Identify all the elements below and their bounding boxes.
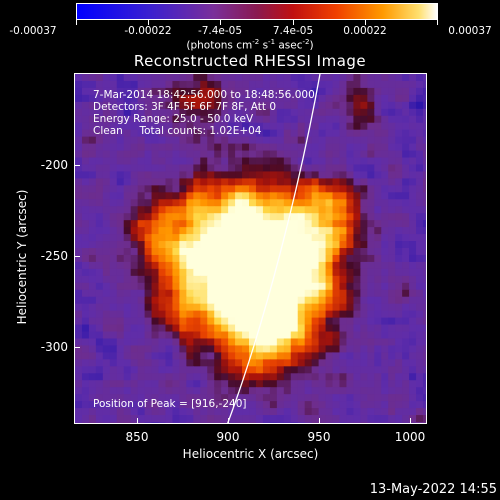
timestamp: 13-May-2022 14:55 (369, 482, 497, 497)
x-tick (319, 418, 320, 424)
info-clean: Clean Total counts: 1.02E+04 (93, 125, 262, 137)
x-tick-label: 1000 (394, 430, 426, 444)
y-axis-label: Heliocentric Y (arcsec) (15, 189, 29, 325)
colorbar-tick-label: 7.4e-05 (272, 25, 314, 37)
colorbar (76, 3, 438, 20)
x-tick (228, 418, 229, 424)
colorbar-tick-label: 0.00037 (448, 25, 492, 37)
x-tick (137, 418, 138, 424)
x-tick-label: 950 (307, 430, 331, 444)
colorbar-tick (76, 20, 77, 25)
colorbar-tick-label: -0.00037 (9, 25, 57, 37)
colorbar-tick (220, 20, 221, 25)
x-tick (410, 418, 411, 424)
colorbar-units: (photons cm-2 s-1 asec-2) (186, 38, 314, 52)
colorbar-tick (293, 20, 294, 25)
info-time: 7-Mar-2014 18:42:56.000 to 18:48:56.000 (93, 89, 315, 101)
x-axis-label: Heliocentric X (arcsec) (182, 447, 319, 461)
colorbar-tick (437, 20, 438, 25)
x-tick-label: 850 (125, 430, 149, 444)
y-tick (74, 165, 80, 166)
page-title: Reconstructed RHESSI Image (133, 52, 367, 70)
y-tick (74, 347, 80, 348)
y-tick-label: -250 (40, 249, 68, 263)
x-tick-label: 900 (216, 430, 240, 444)
info-peak: Position of Peak = [916,-240] (93, 398, 247, 410)
colorbar-tick (365, 20, 366, 25)
colorbar-tick-label: -7.4e-05 (197, 25, 243, 37)
y-tick (74, 256, 80, 257)
colorbar-tick-label: 0.00022 (343, 25, 387, 37)
colorbar-tick (148, 20, 149, 25)
y-tick-label: -200 (40, 158, 68, 172)
info-detectors: Detectors: 3F 4F 5F 6F 7F 8F, Att 0 (93, 101, 277, 113)
info-energy: Energy Range: 25.0 - 50.0 keV (93, 113, 254, 125)
colorbar-tick-label: -0.00022 (124, 25, 172, 37)
y-tick-label: -300 (40, 340, 68, 354)
image-panel: 7-Mar-2014 18:42:56.000 to 18:48:56.000 … (74, 73, 427, 424)
colorbar-gradient (77, 4, 437, 19)
limb-line (227, 74, 321, 423)
